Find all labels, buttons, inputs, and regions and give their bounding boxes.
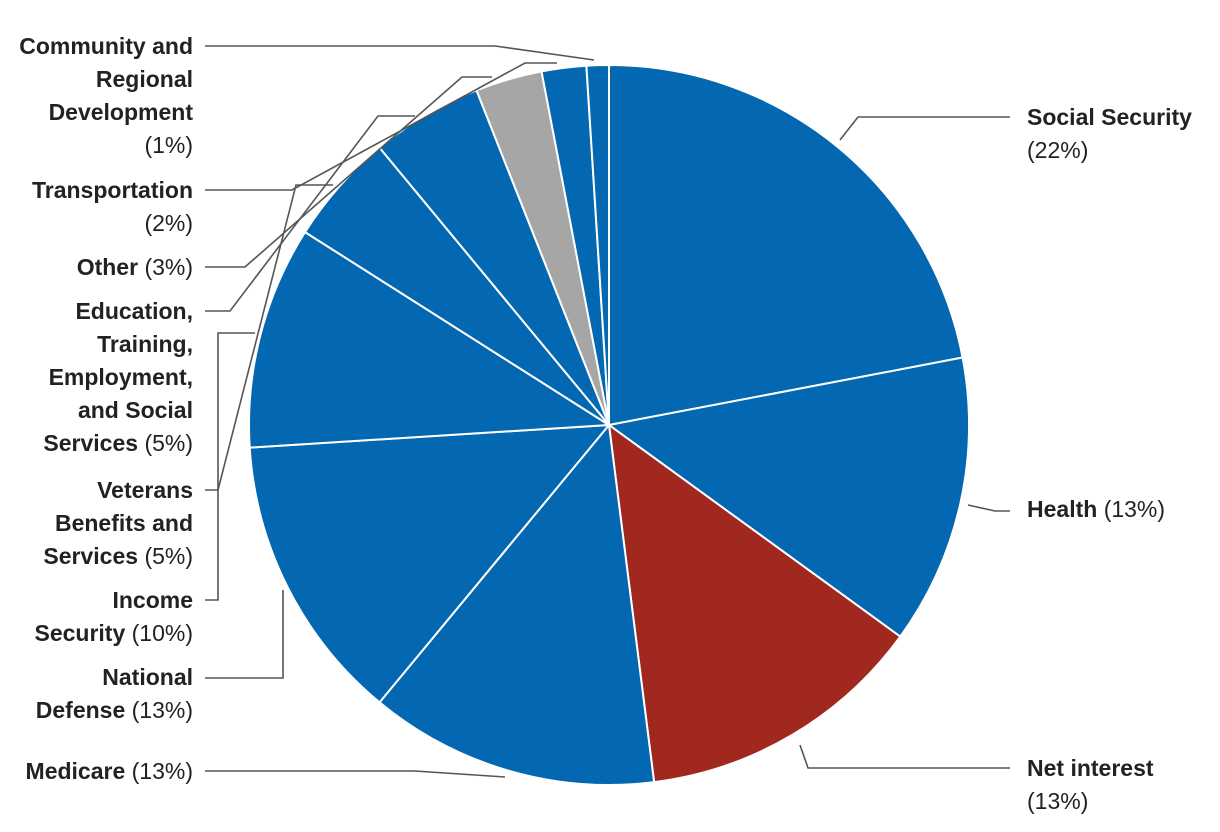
value-label: (10%)	[131, 620, 193, 646]
category-name: Social Security	[1027, 104, 1192, 130]
slice-label: Net interest (13%)	[1027, 752, 1217, 818]
pie-slice	[378, 424, 656, 786]
leader-line	[205, 115, 415, 312]
value-label: (13%)	[131, 758, 193, 784]
category-name: Other	[76, 254, 139, 280]
leader-line	[839, 116, 1010, 141]
category-name: National Defense	[35, 664, 193, 723]
category-name: Medicare	[25, 758, 126, 784]
slice-label: Social Security (22%)	[1027, 101, 1217, 167]
category-name: Income Security	[34, 587, 193, 646]
leader-line	[205, 770, 506, 778]
leader-line	[205, 184, 333, 491]
leader-line	[205, 45, 595, 61]
value-label: (5%)	[144, 543, 193, 569]
slice-label: Community and Regional Development (1%)	[18, 30, 193, 162]
leader-line	[205, 590, 284, 679]
leader-line	[205, 62, 557, 191]
slice-label: Education, Training, Employment, and Soc…	[18, 295, 193, 460]
leader-line	[967, 504, 1010, 512]
slice-label: Other (3%)	[18, 251, 193, 284]
value-label: (1%)	[144, 132, 193, 158]
category-name: Education, Training, Employment, and Soc…	[43, 298, 193, 456]
slice-label: Veterans Benefits and Services (5%)	[18, 474, 193, 573]
category-name: Health	[1027, 496, 1098, 522]
slice-label: Health (13%)	[1027, 493, 1217, 526]
slice-label: Medicare (13%)	[18, 755, 193, 788]
category-name: Transportation	[31, 177, 193, 203]
pie-slice	[608, 424, 902, 784]
pie-slice	[248, 231, 610, 449]
pie-slice	[585, 64, 610, 426]
leader-line	[205, 76, 492, 268]
category-name: Net interest	[1027, 755, 1154, 781]
slice-label: National Defense (13%)	[18, 661, 193, 727]
pie-slice	[608, 356, 970, 638]
value-label: (13%)	[1027, 788, 1089, 814]
leader-line	[799, 744, 1010, 769]
value-label: (2%)	[144, 210, 193, 236]
value-label: (22%)	[1027, 137, 1089, 163]
category-name: Veterans Benefits and Services	[43, 477, 193, 569]
category-name: Community and Regional Development	[19, 33, 193, 125]
value-label: (3%)	[144, 254, 193, 280]
value-label: (5%)	[144, 430, 193, 456]
slice-label: Transportation (2%)	[18, 174, 193, 240]
value-label: (13%)	[131, 697, 193, 723]
pie-slice	[608, 64, 964, 426]
leader-line	[205, 332, 255, 601]
pie-slice	[248, 424, 610, 704]
value-label: (13%)	[1103, 496, 1166, 522]
slice-label: Income Security (10%)	[18, 584, 193, 650]
